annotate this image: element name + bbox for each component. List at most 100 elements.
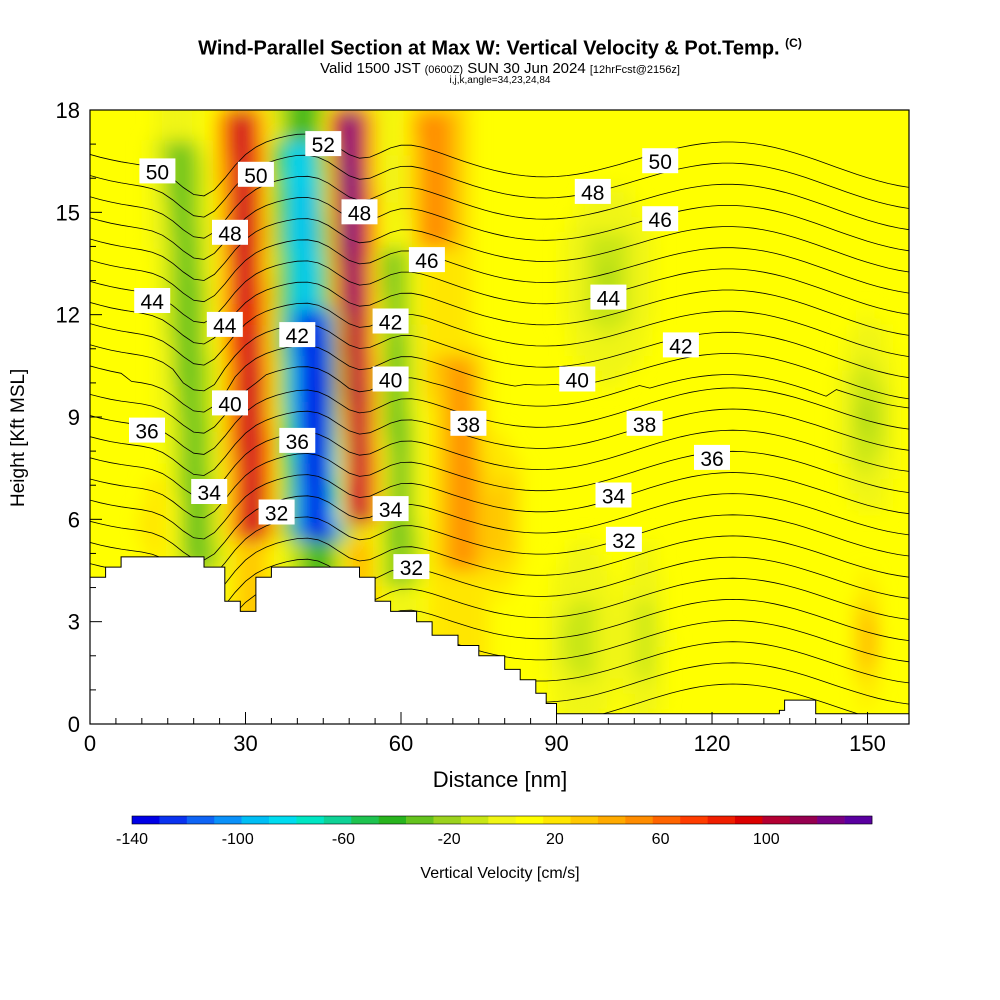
field-cell [313,186,323,203]
field-cell [305,508,315,525]
field-cell [205,278,215,295]
field-cell [603,692,614,710]
contour-label-box [694,444,730,470]
field-cell [172,309,182,326]
field-cell [280,477,290,495]
field-cell [313,416,323,433]
field-cell [222,170,232,188]
field-cell [164,385,174,403]
field-cell [636,600,647,618]
field-cell [595,232,605,249]
field-cell [860,385,871,403]
field-cell [421,186,431,203]
field-cell [213,508,224,525]
field-cell [404,493,414,510]
field-cell [222,247,232,264]
field-cell [255,124,265,142]
field-cell [305,263,315,280]
field-cell [628,247,638,264]
field-cell [636,677,647,694]
field-cell [346,155,356,172]
field-cell [446,431,456,449]
field-cell [462,140,473,157]
field-cell [578,201,589,218]
field-cell [271,370,282,387]
field-cell [645,554,655,571]
field-cell [271,216,282,234]
field-cell [288,539,298,556]
field-cell [238,370,249,387]
field-cell [280,232,290,249]
field-cell [578,631,589,648]
field-cell [263,309,273,326]
field-cell [603,324,614,341]
field-cell [155,339,166,357]
field-cell [553,631,564,648]
field-cell [446,355,456,372]
field-cell [877,324,887,341]
field-cell [471,631,481,648]
field-cell [388,110,398,111]
y-tick-label: 3 [68,610,80,635]
field-cell [338,416,348,433]
x-tick-label: 30 [233,731,257,756]
field-cell [222,110,232,126]
field-cell [222,416,232,433]
field-cell [495,508,506,525]
colorbar-swatch [159,816,188,824]
field-cell [636,554,647,571]
field-cell [346,385,356,403]
x-tick-label: 120 [694,731,731,756]
field-cell [288,462,298,479]
field-cell [479,570,489,587]
field-cell [313,216,323,234]
field-cell [189,263,199,280]
field-cell [346,140,356,157]
colorbar-swatch [132,816,160,824]
field-cell [197,462,207,479]
field-cell [263,216,273,234]
field-cell [612,309,622,326]
field-cell [321,462,332,479]
field-cell [197,247,207,264]
field-cell [860,370,871,387]
field-cell [412,232,423,249]
contour-label-box [408,247,445,273]
contour-label-text: 36 [135,421,158,444]
field-cell [860,324,871,341]
field-cell [330,355,340,372]
field-cell [172,110,182,126]
field-cell [446,201,456,218]
field-cell [437,416,448,433]
field-cell [479,447,489,464]
field-cell [844,339,854,357]
field-cell [346,523,356,541]
field-cell [454,554,464,571]
field-cell [180,493,191,510]
field-cell [338,309,348,326]
field-cell [263,355,273,372]
field-cell [495,523,506,541]
field-cell [553,677,564,694]
field-cell [412,401,423,418]
field-cell [354,339,365,357]
field-cell [305,401,315,418]
field-cell [222,339,232,357]
field-cell [462,431,473,449]
field-cell [147,523,157,541]
field-cell [437,110,448,126]
field-cell [321,201,332,218]
field-cell [255,477,265,495]
field-cell [189,110,199,126]
field-cell [288,110,298,126]
field-cell [354,293,365,311]
field-cell [189,216,199,234]
field-cell [238,186,249,203]
colorbar-swatch [296,816,325,824]
field-cell [570,600,580,618]
field-cell [421,278,431,295]
field-cell [313,278,323,295]
field-cell [645,309,655,326]
colorbar-tick-label: -100 [222,831,254,848]
